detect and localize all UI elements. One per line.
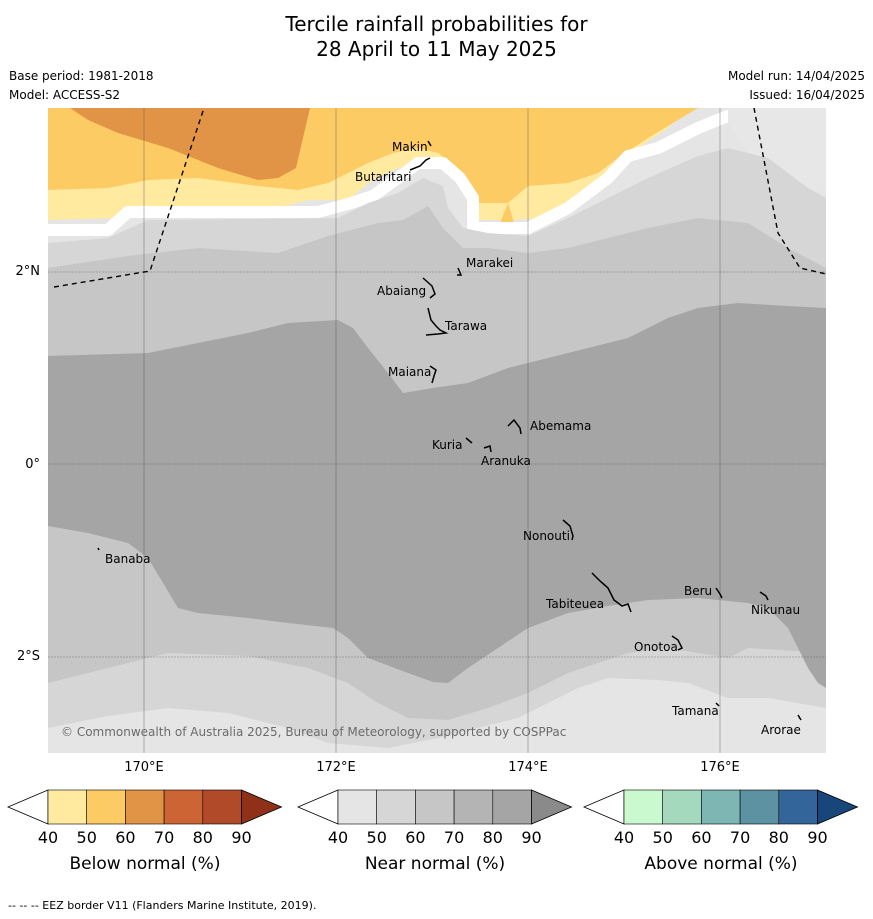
island-label-7: Kuria <box>432 438 463 452</box>
colorbar-below-tick-0: 40 <box>37 828 59 847</box>
colorbar-below-segment-1 <box>86 789 126 825</box>
title-line-1: Tercile rainfall probabilities for <box>285 12 588 36</box>
colorbars <box>6 789 859 825</box>
colorbar-below-tick-4: 80 <box>192 828 213 847</box>
below-normal-70-region <box>70 108 310 180</box>
colorbar-above-low-arrow <box>582 789 625 825</box>
colorbar-near-segment-4 <box>492 789 532 825</box>
island-label-1: Butaritari <box>355 170 412 184</box>
title-line-2: 28 April to 11 May 2025 <box>316 37 557 61</box>
island-label-2: Marakei <box>466 256 513 270</box>
island-label-5: Maiana <box>388 365 431 379</box>
colorbar-above-segment-2 <box>701 789 741 825</box>
issued-date: Issued: 16/04/2025 <box>749 88 865 102</box>
colorbar-below-tick-2: 60 <box>115 828 136 847</box>
near-normal-50-bottom <box>48 678 826 753</box>
island-label-6: Abemama <box>530 419 591 433</box>
chart-title: Tercile rainfall probabilities for 28 Ap… <box>0 12 873 62</box>
colorbar-near-tick-4: 80 <box>482 828 503 847</box>
colorbar-above-tick-4: 80 <box>768 828 789 847</box>
colorbar-near-segment-3 <box>453 789 494 825</box>
colorbar-near-segment-2 <box>415 789 455 825</box>
island-label-16: Arorae <box>761 723 801 737</box>
near-normal-40-band <box>48 110 826 236</box>
colorbar-below-segment-3 <box>163 789 204 825</box>
island-label-14: Onotoa <box>634 640 678 654</box>
lat-label-2n: 2°N <box>15 264 41 279</box>
colorbar-above-tick-2: 60 <box>691 828 712 847</box>
colorbar-above-tick-3: 70 <box>729 828 751 847</box>
colorbar-label-above: Above normal (%) <box>644 854 798 874</box>
lat-label-0: 0° <box>25 457 40 472</box>
copyright-text: © Commonwealth of Australia 2025, Bureau… <box>61 725 566 739</box>
colorbar-near-segment-1 <box>376 789 416 825</box>
map-area: Makin Butaritari Marakei Abaiang Tarawa … <box>48 108 826 753</box>
island-label-11: Beru <box>684 584 712 598</box>
colorbar-above-high-arrow <box>817 789 859 825</box>
near-normal-80-region <box>48 303 826 688</box>
island-outlines <box>97 140 802 721</box>
colorbar-above-tick-0: 40 <box>613 828 635 847</box>
colorbar-near-tick-2: 60 <box>405 828 426 847</box>
island-label-10: Banaba <box>105 552 151 566</box>
island-label-12: Nikunau <box>751 603 800 617</box>
colorbar-near-tick-3: 70 <box>443 828 465 847</box>
grid-lines <box>48 108 826 753</box>
colorbar-below-tick-5: 90 <box>231 828 252 847</box>
island-label-8: Aranuka <box>481 454 531 468</box>
lon-label-174e: 174°E <box>508 760 548 775</box>
eez-border <box>53 108 826 288</box>
colorbar-below-segment-0 <box>47 789 88 825</box>
colorbar-below-high-arrow <box>241 789 283 825</box>
colorbar-near-tick-5: 90 <box>521 828 542 847</box>
colorbar-below-segment-4 <box>202 789 242 825</box>
model-name: Model: ACCESS-S2 <box>9 88 121 102</box>
colorbar-below-segment-2 <box>125 789 165 825</box>
colorbar-near-tick-1: 50 <box>366 828 387 847</box>
lon-label-170e: 170°E <box>124 760 164 775</box>
island-label-13: Tabiteuea <box>545 597 604 611</box>
colorbar-above-segment-3 <box>739 789 780 825</box>
colorbar-label-near: Near normal (%) <box>364 854 506 874</box>
island-label-9: Nonouti <box>523 529 570 543</box>
colorbar-near-low-arrow <box>296 789 339 825</box>
colorbar-above-tick-1: 50 <box>652 828 673 847</box>
meta-right: Model run: 14/04/2025 Issued: 16/04/2025 <box>728 69 865 107</box>
colorbar-near-high-arrow <box>531 789 573 825</box>
colorbar-label-below: Below normal (%) <box>69 854 221 874</box>
colorbar-below-tick-1: 50 <box>76 828 97 847</box>
meta-left: Base period: 1981-2018 Model: ACCESS-S2 <box>9 69 154 107</box>
colorbar-above-segment-1 <box>662 789 702 825</box>
near-normal-50-corner <box>728 108 826 193</box>
base-period: Base period: 1981-2018 <box>9 69 154 83</box>
model-run: Model run: 14/04/2025 <box>727 69 865 83</box>
colorbar-above-segment-0 <box>623 789 664 825</box>
colorbar-near-tick-0: 40 <box>327 828 349 847</box>
island-label-3: Abaiang <box>377 284 426 298</box>
lon-label-176e: 176°E <box>700 760 740 775</box>
lon-label-172e: 172°E <box>316 760 356 775</box>
colorbar-below-tick-3: 70 <box>153 828 175 847</box>
colorbar-below-low-arrow <box>6 789 49 825</box>
eez-footnote: -- -- -- EEZ border V11 (Flanders Marine… <box>8 899 317 912</box>
below-normal-60-spike <box>500 203 514 223</box>
island-label-0: Makin <box>392 140 428 154</box>
island-label-4: Tarawa <box>444 319 487 333</box>
colorbar-above-segment-4 <box>778 789 818 825</box>
colorbar-near-segment-0 <box>337 789 378 825</box>
island-label-15: Tamana <box>671 704 719 718</box>
lat-label-2s: 2°S <box>16 649 40 664</box>
colorbar-above-tick-5: 90 <box>807 828 828 847</box>
